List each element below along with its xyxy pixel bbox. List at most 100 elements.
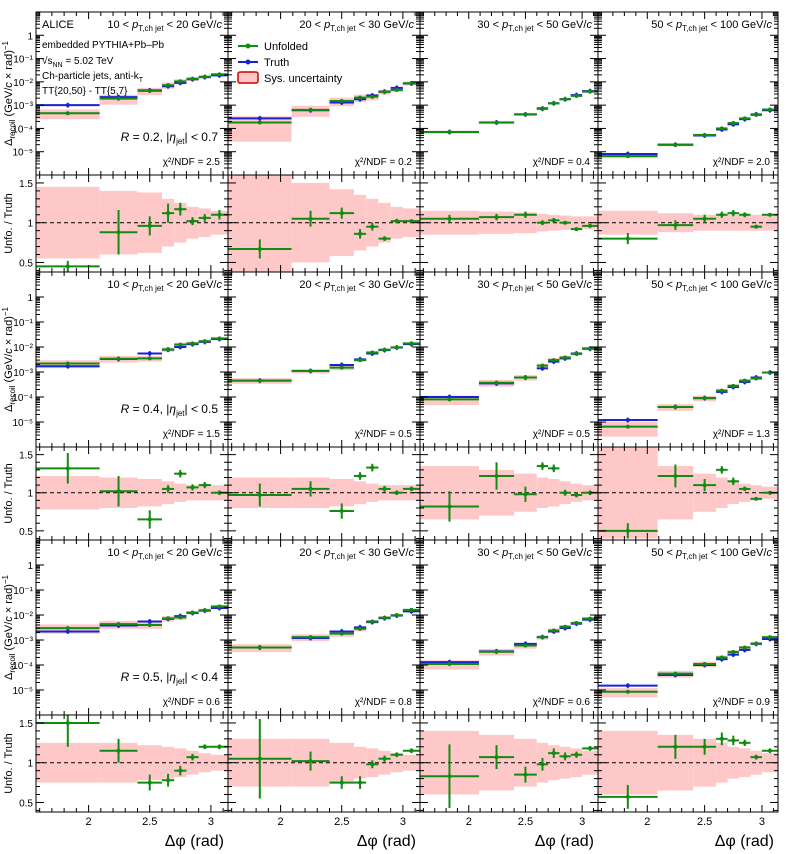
ratio-point [447,216,452,221]
legend-sys-box [237,71,259,84]
x-tick-label: 3 [579,816,585,828]
y-tick-label: 10⁻² [13,343,33,354]
text-part: < 20 GeV/ [164,19,218,31]
text-part: 20 < [299,279,324,291]
main-pad-frame [419,11,599,176]
x-axis-title: Δφ (rad) [165,833,224,850]
text-part: p [131,19,138,31]
ratio-point [719,212,724,217]
ratio-sys-band-bin [750,214,762,231]
ratio-point [742,486,747,491]
sys-band-bin [598,421,658,437]
unfolded-point [339,365,344,370]
unfolded-point [65,626,70,631]
text-part: < 50 GeV/ [534,279,588,291]
ratio-point [673,473,678,478]
ratio-sys-band-bin [716,214,728,231]
text-part: c [217,547,223,559]
panel-r2-c0: 10 < pT,ch jet < 20 GeV/c χ²/NDF = 0.6 [35,539,229,813]
info-line-energy: √sNN = 5.02 TeV [42,55,114,69]
legend-unfolded-label: Unfolded [264,41,308,53]
info-line-jets: Ch-particle jets, anti-kT [42,71,144,84]
ratio-y-tick-label: 1.5 [19,719,33,730]
ratio-point [588,746,593,751]
unfolded-point [702,133,707,138]
unfolded-point [551,628,556,633]
unfolded-point [754,641,759,646]
text-part: c [767,279,773,291]
ratio-point [702,216,707,221]
y-tick-label: 10⁻¹ [13,586,33,597]
text-part: p [501,279,508,291]
ratio-point [178,471,183,476]
text-part: η [169,402,176,416]
text-part: < 30 GeV/ [356,547,410,559]
ratio-point [540,762,545,767]
pt-bin-label: 20 < pT,ch jet < 30 GeV/c [299,547,414,561]
ratio-point [409,748,414,753]
text-part: c [767,19,773,31]
text-part: R [121,130,130,144]
panel-r1-c1: 20 < pT,ch jet < 30 GeV/c χ²/NDF = 0.5 [227,271,421,541]
ratio-point [394,490,399,495]
text-part: | < 0.5 [185,402,219,416]
text-part: NN [53,62,63,69]
chi2-label: χ²/NDF = 1.3 [713,429,771,440]
unfolded-point [494,120,499,125]
text-part: 30 < [477,279,502,291]
text-part: 50 < [651,19,676,31]
ratio-point [217,490,222,495]
ratio-point [116,230,121,235]
ratio-point [494,755,499,760]
unfolded-point [409,341,414,346]
text-part: p [675,19,682,31]
text-part: < 100 GeV/ [707,547,767,559]
ratio-point [523,492,528,497]
x-tick-label: 2 [278,816,284,828]
pt-bin-label: 20 < pT,ch jet < 30 GeV/c [299,19,414,33]
y-tick-label: 10⁻⁴ [12,661,33,672]
legend-truth-marker [245,59,251,65]
ratio-point [65,466,70,471]
ratio-point [116,489,121,494]
text-part: × rad) [3,316,15,348]
ratio-point [166,778,171,783]
y-tick-label: 10⁻⁴ [12,124,33,135]
chi2-label: χ²/NDF = 0.2 [355,157,413,168]
text-part: η [169,130,176,144]
text-part: c [409,19,415,31]
y-axis-title: Δrecoil (GeV/c × rad)−1 [1,574,17,680]
panel-r0-c2: 30 < pT,ch jet < 50 GeV/c χ²/NDF = 0.4 [419,11,599,273]
ratio-point [202,215,207,220]
text-part: × rad) [3,50,15,82]
ratio-sys-band-bin [353,481,367,505]
legend-sys-label: Sys. uncertainty [264,73,343,85]
panel-content [228,81,420,272]
ratio-point [147,517,152,522]
text-part: T,ch jet [330,552,356,561]
text-part: 30 < [477,547,502,559]
text-part: R [121,402,130,416]
unfolded-point [551,101,556,106]
unfolded-point [308,635,313,640]
ratio-y-tick-label: 1 [27,489,33,500]
ratio-point [370,465,375,470]
text-part: Δ [3,404,15,412]
text-part: p [131,279,138,291]
pt-bin-label: 50 < pT,ch jet < 100 GeV/c [651,279,772,293]
unfolded-point [147,88,152,93]
unfolded-point [370,94,375,99]
ratio-sys-band-bin [739,214,751,231]
ratio-point [339,211,344,216]
text-part: jet [175,677,185,686]
unfolded-point [767,635,772,640]
ratio-point [382,236,387,241]
unfolded-point [190,610,195,615]
text-part: = 0.2, | [129,130,169,144]
panel-content [228,607,420,799]
ratio-point [358,231,363,236]
ratio-point [754,224,759,229]
unfolded-point [494,649,499,654]
text-part: −1 [1,574,10,584]
text-part: c [587,547,593,559]
